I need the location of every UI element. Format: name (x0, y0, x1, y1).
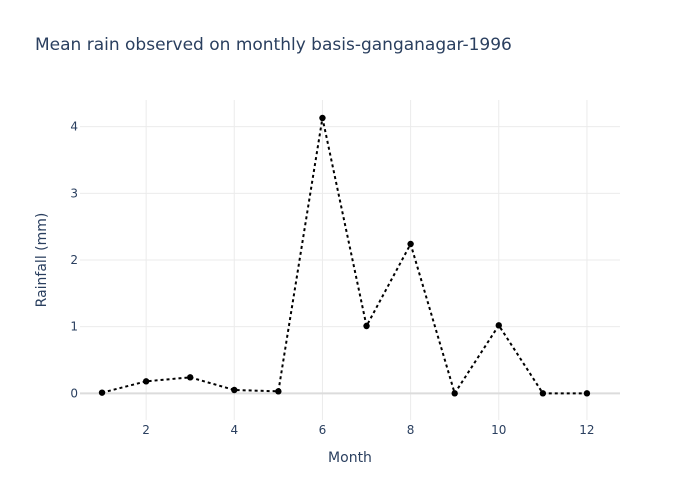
x-axis-title: Month (328, 450, 372, 466)
y-tick-label: 4 (70, 120, 78, 134)
x-tick-label: 6 (319, 423, 327, 437)
data-point (319, 114, 326, 122)
x-tick-label: 4 (230, 423, 238, 437)
y-tick-label: 1 (70, 320, 78, 334)
data-point (451, 390, 458, 397)
grid-lines (80, 100, 620, 420)
y-axis-title: Rainfall (mm) (34, 213, 50, 308)
x-tick-label: 10 (491, 423, 506, 437)
data-point (142, 378, 150, 385)
chart-title: Mean rain observed on monthly basis-gang… (35, 35, 512, 55)
y-tick-label: 3 (70, 186, 78, 200)
x-tick-label: 2 (142, 423, 150, 437)
data-point (539, 390, 547, 397)
x-tick-label: 8 (407, 423, 415, 437)
series-line (101, 117, 587, 396)
x-tick-label: 12 (579, 423, 594, 437)
y-tick-label: 0 (70, 386, 78, 400)
data-point (495, 322, 502, 329)
y-tick-label: 2 (70, 253, 78, 267)
data-point (407, 240, 414, 248)
data-point (363, 322, 370, 330)
data-point (187, 374, 194, 381)
data-point (275, 388, 282, 395)
data-point (231, 386, 238, 394)
data-point (98, 389, 106, 396)
data-series (98, 114, 591, 397)
data-point (583, 390, 591, 397)
